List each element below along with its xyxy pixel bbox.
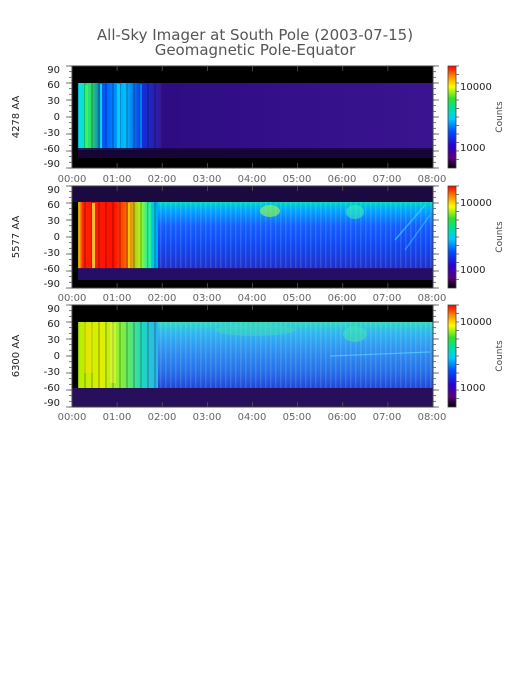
panel-6300-xtick: 04:00 [238, 412, 267, 423]
panel-6300-xtick: 01:00 [103, 412, 132, 423]
panel-4278-colorbar-label: Counts [495, 101, 505, 133]
panel-5577-colorbar-tick: 1000 [460, 265, 485, 276]
panel-5577: 5577 AA 90 60 30 0 -30 -60 -90 00:00 01:… [11, 185, 505, 304]
panel-4278-xtick: 03:00 [193, 174, 222, 185]
panel-5577-xtick: 08:00 [418, 293, 447, 304]
panel-4278-colorbar-tick: 1000 [460, 143, 485, 154]
panel-6300-ytick: 0 [54, 351, 60, 362]
panel-5577-xtick: 02:00 [148, 293, 177, 304]
panel-5577-colorbar-tick: 10000 [460, 198, 492, 209]
panel-4278: 4278 AA 90 60 30 0 -30 -60 -90 00:00 01:… [11, 65, 505, 185]
figure-subtitle: Geomagnetic Pole-Equator [155, 41, 356, 59]
panel-6300-colorbar [448, 305, 456, 407]
panel-4278-xticks: 00:00 01:00 02:00 03:00 04:00 05:00 06:0… [58, 174, 447, 185]
panel-6300-ytick: 30 [47, 335, 60, 346]
panel-6300-xtick: 08:00 [418, 412, 447, 423]
panel-6300-yticks: 90 60 30 0 -30 -60 -90 [44, 304, 60, 409]
panel-6300-xtick: 05:00 [283, 412, 312, 423]
panel-5577-ytick: 0 [54, 232, 60, 243]
panel-4278-ytick: 0 [54, 112, 60, 123]
panel-4278-xtick: 08:00 [418, 174, 447, 185]
panel-4278-colorbar [448, 66, 456, 168]
panel-6300-ytick: -90 [44, 398, 60, 409]
panel-4278-xtick: 06:00 [328, 174, 357, 185]
panel-6300-xtick: 02:00 [148, 412, 177, 423]
panel-6300-colorbar-label: Counts [495, 340, 505, 372]
panel-6300-xtick: 07:00 [373, 412, 402, 423]
panel-6300-colorbar-tick: 10000 [460, 317, 492, 328]
panel-4278-colorbar-tick: 10000 [460, 82, 492, 93]
panel-6300-ytick: -60 [44, 383, 60, 394]
panel-6300-xtick: 03:00 [193, 412, 222, 423]
panel-5577-xtick: 06:00 [328, 293, 357, 304]
panel-4278-ytick: 60 [47, 80, 60, 91]
panel-5577-xtick: 00:00 [58, 293, 87, 304]
panel-5577-colorbar-label: Counts [495, 221, 505, 253]
panel-5577-ytick: 30 [47, 216, 60, 227]
panel-6300-ytick: -30 [44, 367, 60, 378]
panel-5577-xtick: 04:00 [238, 293, 267, 304]
panel-4278-xtick: 04:00 [238, 174, 267, 185]
panel-6300-colorbar-tick: 1000 [460, 383, 485, 394]
panel-5577-xtick: 01:00 [103, 293, 132, 304]
panel-5577-xtick: 05:00 [283, 293, 312, 304]
panel-4278-ytick: -90 [44, 159, 60, 170]
panel-4278-xtick: 01:00 [103, 174, 132, 185]
panel-5577-ytick: -60 [44, 264, 60, 275]
panel-5577-ytick: -90 [44, 279, 60, 290]
panel-6300-ytick: 60 [47, 319, 60, 330]
panel-5577-ytick: -30 [44, 248, 60, 259]
axis-tick-marks [66, 65, 459, 408]
panel-4278-ylabel: 4278 AA [11, 96, 22, 139]
panel-5577-xtick: 07:00 [373, 293, 402, 304]
panel-5577-ytick: 60 [47, 200, 60, 211]
panel-6300-xticks: 00:00 01:00 02:00 03:00 04:00 05:00 06:0… [58, 412, 447, 423]
panel-6300-xtick: 06:00 [328, 412, 357, 423]
panel-4278-xtick: 02:00 [148, 174, 177, 185]
panel-4278-xtick: 07:00 [373, 174, 402, 185]
panel-4278-ytick: -60 [44, 144, 60, 155]
panel-4278-ytick: -30 [44, 128, 60, 139]
panel-4278-xtick: 00:00 [58, 174, 87, 185]
panel-5577-ytick: 90 [47, 185, 60, 196]
panel-5577-xtick: 03:00 [193, 293, 222, 304]
panel-6300-xtick: 00:00 [58, 412, 87, 423]
panel-4278-ytick: 30 [47, 96, 60, 107]
panel-5577-xticks: 00:00 01:00 02:00 03:00 04:00 05:00 06:0… [58, 293, 447, 304]
panel-5577-ylabel: 5577 AA [11, 216, 22, 259]
panel-6300-ylabel: 6300 AA [11, 335, 22, 378]
panel-4278-xtick: 05:00 [283, 174, 312, 185]
panel-6300: 6300 AA 90 60 30 0 -30 -60 -90 00:00 01:… [11, 304, 505, 423]
figure-title: All-Sky Imager at South Pole (2003-07-15… [97, 26, 413, 44]
panel-5577-colorbar [448, 186, 456, 288]
panel-6300-ytick: 90 [47, 304, 60, 315]
panel-5577-yticks: 90 60 30 0 -30 -60 -90 [44, 185, 60, 290]
panel-4278-ytick: 90 [47, 65, 60, 76]
panel-4278-yticks: 90 60 30 0 -30 -60 -90 [44, 65, 60, 170]
